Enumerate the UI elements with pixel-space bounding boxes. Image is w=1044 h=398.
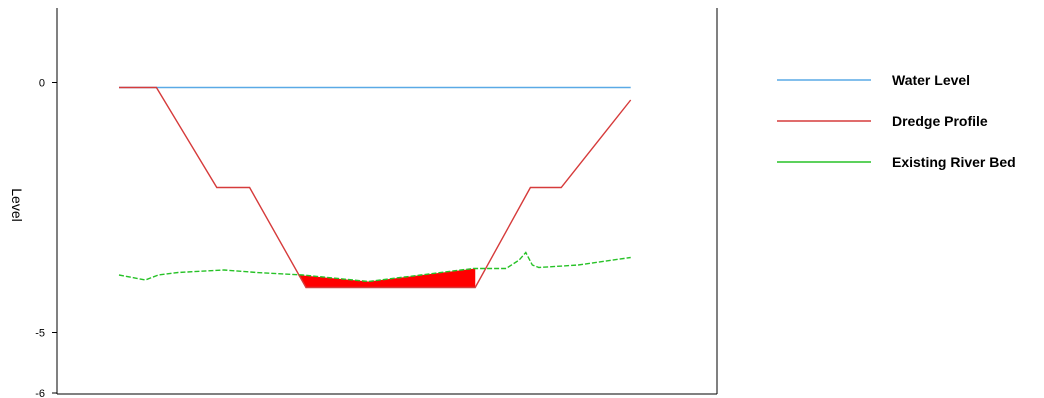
y-tick-label: -5: [35, 328, 45, 340]
legend: Water Level Dredge Profile Existing River …: [777, 72, 1016, 170]
legend-label: Dredge Profile: [892, 113, 988, 129]
dredge-fill-polygon: [298, 268, 476, 288]
y-ticks: 0 -5 -6: [35, 78, 57, 398]
y-tick-label: 0: [39, 78, 45, 90]
series-layer: [118, 86, 632, 289]
dredge-area-fill: [298, 268, 476, 288]
legend-label: Existing River Bed: [892, 154, 1016, 170]
plot-frame: [56, 8, 718, 395]
series-line-existing-river-bed: [118, 251, 631, 283]
legend-label: Water Level: [892, 72, 970, 88]
series-line-dredge-profile: [119, 86, 632, 289]
y-axis-title: Level: [9, 188, 25, 221]
y-tick-label: -6: [35, 388, 45, 398]
